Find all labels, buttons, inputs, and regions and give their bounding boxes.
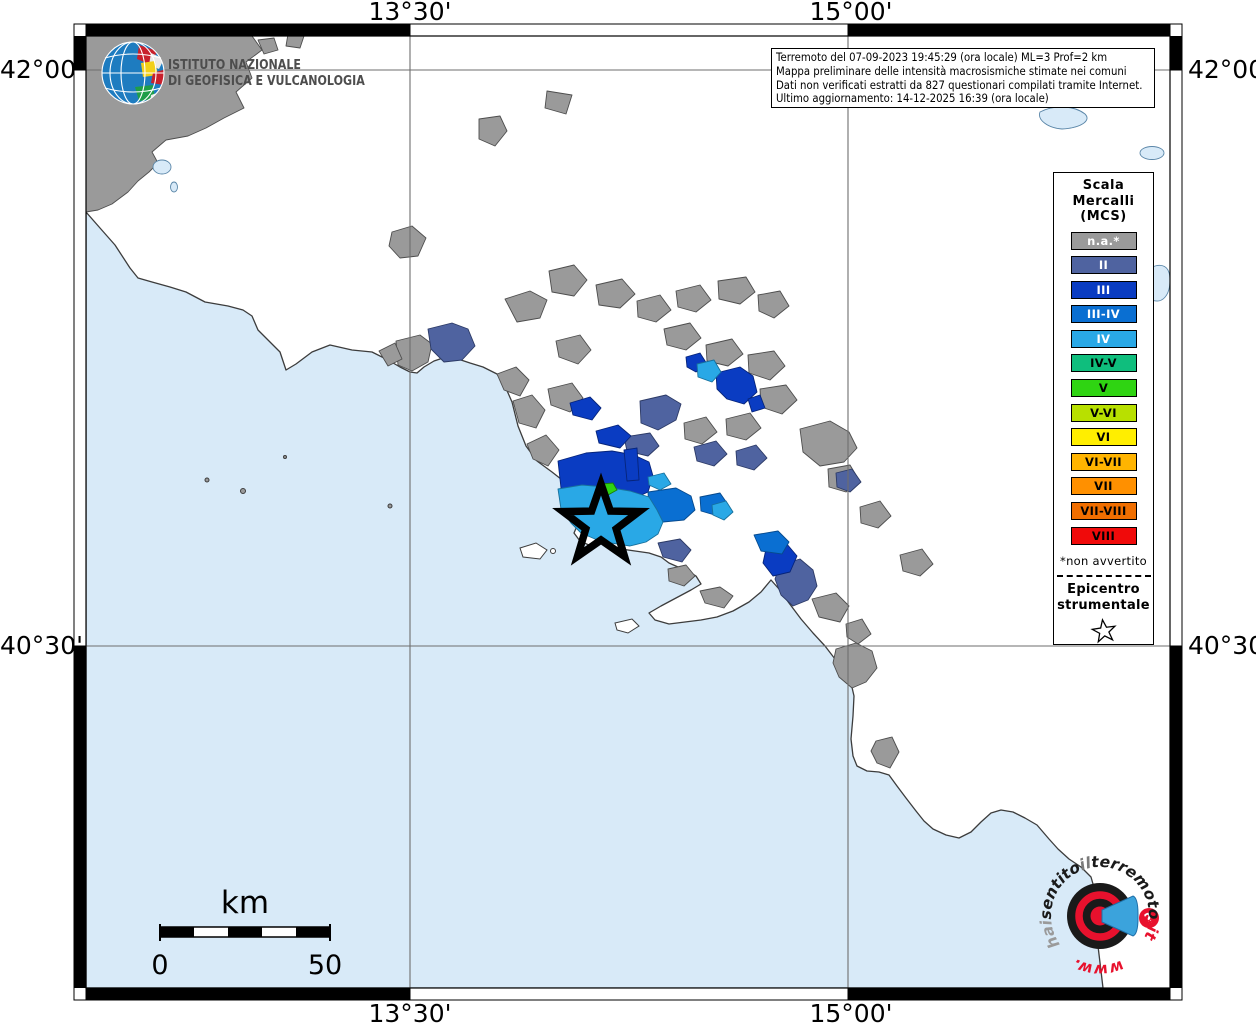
info-line-event: Terremoto del 07-09-2023 19:45:29 (ora l… [776,50,1108,64]
axis-label-bottom-lon2: 15°00' [809,999,893,1024]
ingv-globe-icon [101,41,165,105]
info-line-updated: Ultimo aggiornamento: 14-12-2025 16:39 (… [776,91,1049,106]
axis-label-left-lat1: 42°00' [0,55,83,84]
axis-label-top-lon2: 15°00' [809,0,893,26]
legend-item-iv-v: IV-V [1070,354,1137,373]
legend-item-iii: III [1070,280,1137,299]
islands [204,455,640,634]
axis-label-right-lat1: 42°00' [1188,55,1256,84]
epicenter-star [552,472,650,566]
legend-item-vii-viii: VII-VIII [1070,502,1137,521]
logo-megaphone-icon [1101,895,1139,937]
mercalli-legend: Scala Mercalli (MCS) n.a.* II III III-IV… [1053,172,1154,645]
municipalities-na [86,36,934,769]
legend-item-vii: VII [1070,477,1137,496]
legend-item-ii: II [1070,256,1137,275]
axis-label-right-lat2: 40°30' [1188,631,1256,660]
ingv-name-line1: ISTITUTO NAZIONALE [168,57,301,73]
legend-item-iii-iv: III-IV [1070,305,1137,324]
legend-chips: n.a.* II III III-IV IV IV-V V V-VI VI VI… [1070,231,1137,545]
axis-label-bottom-lon1: 13°30' [368,999,452,1024]
map-frame [73,23,1183,1001]
axis-label-top-lon1: 13°30' [368,0,452,26]
legend-epicenter-title: Epicentro strumentale [1057,581,1150,613]
legend-item-vi: VI [1070,428,1137,447]
legend-item-iv: IV [1070,329,1137,348]
tyrrhenian-sea [86,211,1104,988]
ingv-name-line2: DI GEOFISICA E VULCANOLOGIA [168,73,365,89]
scale-bar: km 0 50 [140,879,360,989]
legend-item-viii: VIII [1070,526,1137,545]
legend-title: Scala Mercalli (MCS) [1072,178,1135,224]
legend-note: *non avvertito [1060,553,1147,568]
scale-bar-end: 50 [308,950,342,981]
legend-item-vi-vii: VI-VII [1070,452,1137,471]
logo-question-badge [1139,908,1159,928]
scale-bar-unit: km [221,885,269,921]
legend-item-v-vi: V-VI [1070,403,1137,422]
earthquake-info-box: Terremoto del 07-09-2023 19:45:29 (ora l… [771,48,1155,108]
scale-bar-start: 0 [151,950,168,981]
legend-item-na: n.a.* [1070,231,1137,250]
epicenter-star-icon [1089,617,1117,644]
ingv-logo: ISTITUTO NAZIONALE DI GEOFISICA E VULCAN… [95,35,365,115]
axis-label-left-lat2: 40°30' [0,631,83,660]
info-line-questionnaires: Dati non verificati estratti da 827 ques… [776,77,1143,92]
legend-divider [1056,574,1151,577]
legend-item-v: V [1070,379,1137,398]
info-line-map-type: Mappa preliminare delle intensità macros… [776,63,1127,78]
